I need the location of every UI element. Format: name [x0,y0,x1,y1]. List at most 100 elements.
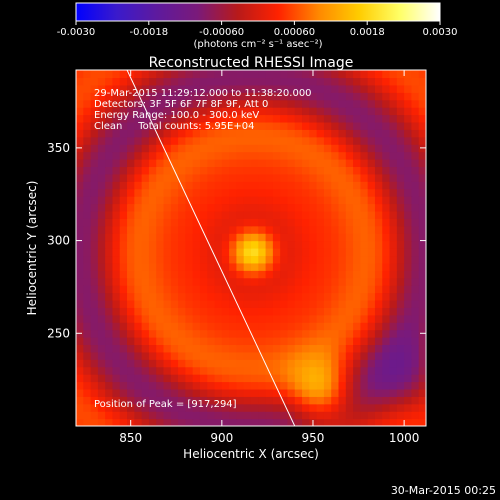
heatmap-cell [272,129,281,138]
heatmap-cell [134,337,143,346]
heatmap-cell [280,159,289,168]
heatmap-cell [141,292,150,301]
heatmap-cell [331,99,340,108]
heatmap-cell [112,351,121,360]
heatmap-cell [396,159,405,168]
heatmap-cell [272,292,281,301]
heatmap-cell [199,99,208,108]
heatmap-cell [178,121,186,130]
heatmap-cell [112,210,121,219]
heatmap-cell [418,129,426,138]
heatmap-cell [360,121,369,130]
heatmap-cell [199,255,208,264]
heatmap-cell [134,70,143,79]
heatmap-cell [156,403,165,412]
heatmap-cell [141,136,150,145]
heatmap-cell [178,203,186,212]
heatmap-cell [287,270,296,279]
heatmap-cell [97,374,106,383]
heatmap-cell [404,210,413,219]
heatmap-cell [280,255,289,264]
heatmap-cell [396,285,405,294]
heatmap-cell [338,144,347,153]
heatmap-cell [163,99,172,108]
heatmap-cell [156,210,165,219]
heatmap-cell [323,114,332,123]
heatmap-cell [243,314,252,323]
heatmap-cell [396,129,405,138]
heatmap-cell [294,159,303,168]
heatmap-cell [396,396,405,405]
heatmap-cell [258,381,267,390]
heatmap-cell [119,99,128,108]
heatmap-cell [141,173,150,182]
heatmap-cell [338,262,347,271]
heatmap-cell [156,292,165,301]
heatmap-cell [404,418,413,426]
heatmap-cell [404,144,413,153]
heatmap-cell [309,344,318,353]
heatmap-cell [199,173,208,182]
heatmap-cell [360,173,369,182]
heatmap-cell [353,403,361,412]
heatmap-cell [389,329,398,338]
heatmap-cell [367,129,376,138]
heatmap-cell [148,270,157,279]
heatmap-cell [360,292,369,301]
heatmap-cell [236,84,245,93]
heatmap-cell [105,418,114,426]
heatmap-cell [302,344,310,353]
heatmap-cell [236,159,245,168]
heatmap-cell [316,240,325,249]
heatmap-cell [280,225,289,234]
heatmap-cell [156,92,165,101]
heatmap-cell [411,255,420,264]
heatmap-cell [76,151,84,160]
heatmap-cell [236,70,245,79]
heatmap-cell [199,77,208,86]
heatmap-cell [258,277,267,286]
heatmap-cell [112,218,121,227]
heatmap-cell [214,159,223,168]
heatmap-cell [243,70,252,79]
heatmap-cell [83,218,92,227]
heatmap-cell [156,144,165,153]
heatmap-cell [411,225,420,234]
heatmap-cell [199,381,208,390]
heatmap-cell [294,403,303,412]
heatmap-cell [353,196,361,205]
heatmap-cell [287,337,296,346]
heatmap-cell [127,351,135,360]
heatmap-cell [97,322,106,331]
heatmap-cell [258,70,267,79]
heatmap-cell [163,92,172,101]
heatmap-cell [294,225,303,234]
heatmap-cell [316,151,325,160]
heatmap-cell [287,366,296,375]
heatmap-cell [287,374,296,383]
heatmap-cell [243,84,252,93]
heatmap-cell [105,285,114,294]
heatmap-cell [178,359,186,368]
heatmap-cell [331,344,340,353]
heatmap-cell [148,411,157,420]
heatmap-cell [272,255,281,264]
heatmap-cell [418,270,426,279]
heatmap-cell [323,351,332,360]
heatmap-cell [316,136,325,145]
heatmap-cell [331,173,340,182]
heatmap-cell [251,299,259,308]
heatmap-cell [404,136,413,145]
heatmap-cell [141,188,150,197]
heatmap-cell [389,70,398,79]
heatmap-cell [134,173,143,182]
heatmap-cell [331,270,340,279]
heatmap-cell [134,285,143,294]
heatmap-cell [323,329,332,338]
heatmap-cell [112,225,121,234]
heatmap-cell [83,121,92,130]
heatmap-cell [331,181,340,190]
heatmap-cell [156,166,165,175]
heatmap-cell [148,99,157,108]
heatmap-cell [207,151,216,160]
